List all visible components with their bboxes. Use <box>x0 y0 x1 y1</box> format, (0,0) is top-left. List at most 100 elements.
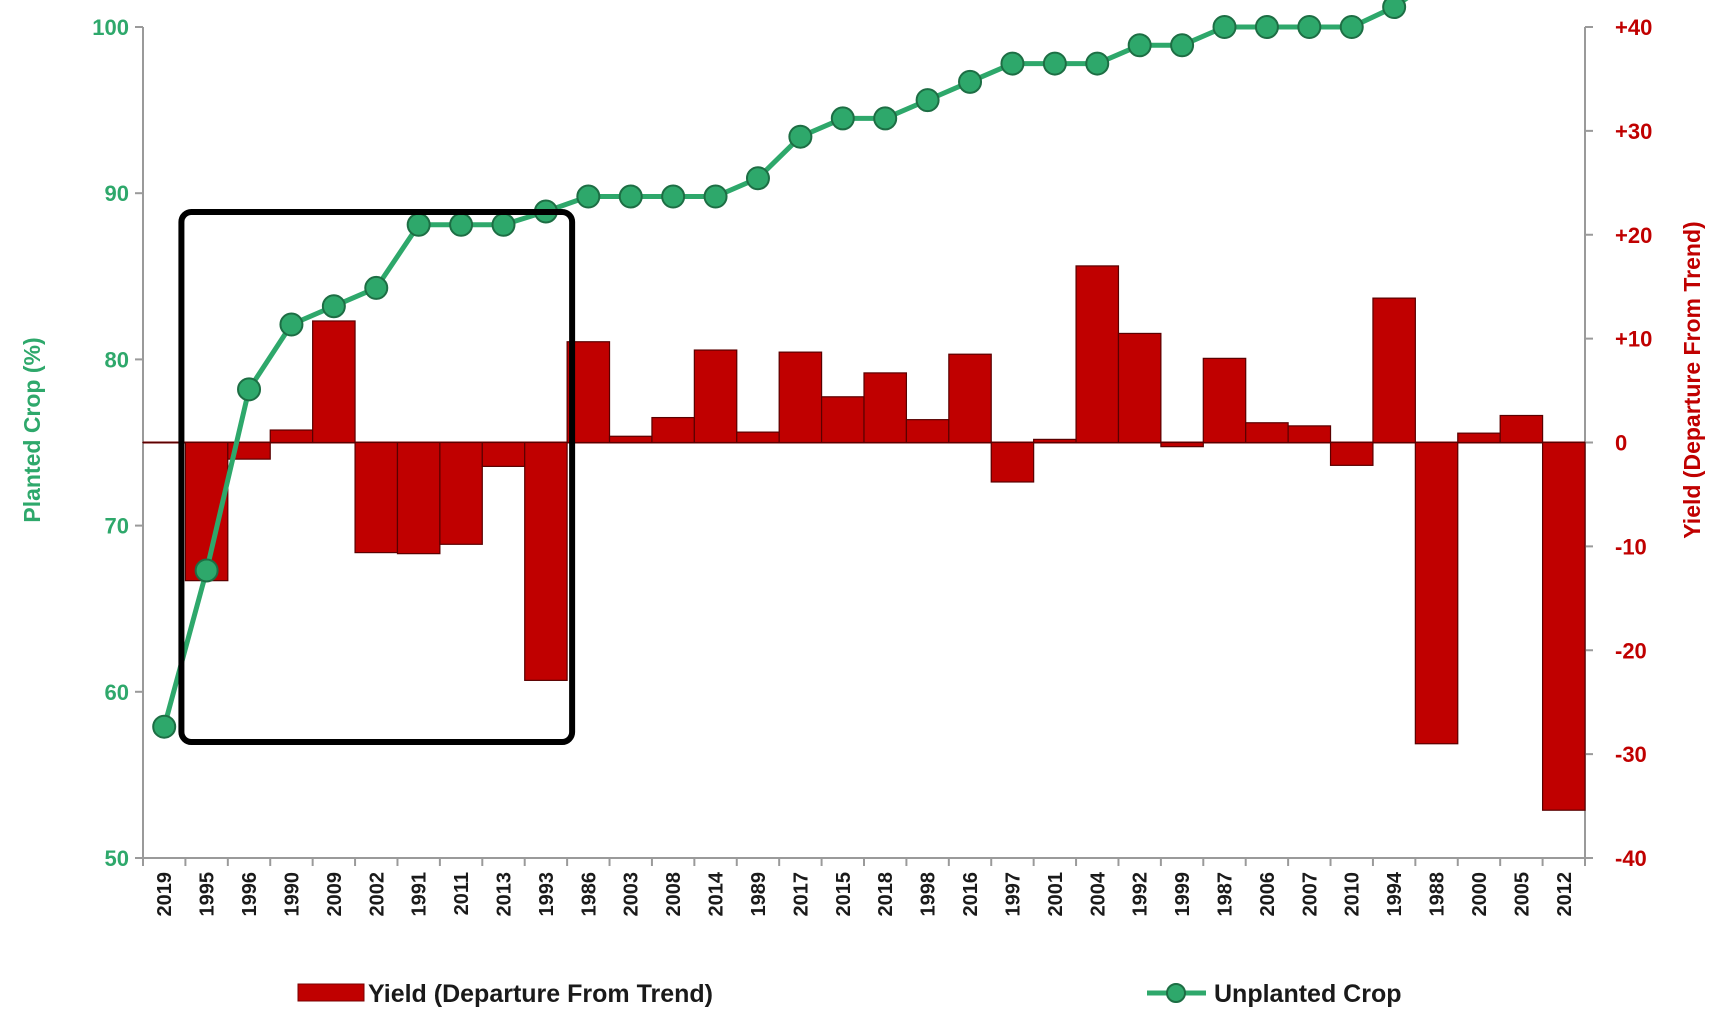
line-point <box>745 166 770 191</box>
x-tick-label: 2010 <box>1342 872 1364 917</box>
y-left-tick-label: 80 <box>105 347 129 372</box>
line-point <box>406 212 431 237</box>
bar <box>481 441 526 467</box>
line-point <box>1297 15 1322 39</box>
x-tick-label: 1994 <box>1384 871 1406 916</box>
y-right-tick-label: +40 <box>1615 15 1652 40</box>
bar <box>1033 438 1077 444</box>
line-point <box>915 88 940 113</box>
line-point <box>364 275 389 300</box>
y-left-tick-label: 60 <box>105 680 129 705</box>
x-tick-label: 1988 <box>1427 872 1449 917</box>
x-tick-label: 2000 <box>1469 872 1491 917</box>
x-tick-label: 1987 <box>1215 872 1237 917</box>
x-tick-label: 2014 <box>706 871 728 916</box>
x-tick-label: 2006 <box>1257 872 1279 917</box>
line-point <box>1339 15 1364 39</box>
legend-bar-label: Yield (Departure From Trend) <box>368 980 713 1008</box>
legend: Yield (Departure From Trend) Unplanted C… <box>297 980 1402 1008</box>
y-right-tick-label: +20 <box>1615 223 1652 248</box>
y-left-axis-title: Planted Crop (%) <box>19 337 45 522</box>
bar <box>1160 441 1204 448</box>
bar <box>227 441 271 460</box>
highlight-box <box>178 209 576 745</box>
line-point <box>449 212 474 237</box>
bar <box>1329 441 1374 466</box>
x-tick-label: 2012 <box>1554 872 1576 917</box>
plot-area: 50 60 70 80 90 100 +40 +30 +20 +10 0 -10 -20 -30 -40 20… <box>92 0 1652 917</box>
x-tick-label: 1992 <box>1130 872 1152 917</box>
bar <box>1075 265 1120 444</box>
bar <box>1414 441 1459 745</box>
bar <box>778 351 823 444</box>
x-tick-label: 1986 <box>578 872 600 917</box>
x-tick-label: 2004 <box>1087 871 1109 916</box>
y-right-tick-label: -40 <box>1615 846 1647 871</box>
x-tick-label: 1999 <box>1172 872 1194 917</box>
x-tick-label: 1991 <box>409 872 431 917</box>
x-tick-label: 2015 <box>833 872 855 917</box>
line-point <box>873 106 898 131</box>
bar <box>396 441 441 555</box>
line-point <box>279 312 304 337</box>
bar <box>1372 297 1416 444</box>
bar <box>693 349 738 444</box>
legend-line-label: Unplanted Crop <box>1214 980 1402 1008</box>
line-point <box>237 377 262 402</box>
line-point <box>1212 15 1237 39</box>
bar <box>948 353 992 444</box>
x-tick-label: 1995 <box>197 872 219 917</box>
x-tick-label: 2001 <box>1045 872 1067 917</box>
x-tick-label: 2013 <box>494 872 516 917</box>
bar <box>905 419 950 444</box>
y-left-tick-label: 70 <box>105 514 129 539</box>
bar <box>863 372 908 444</box>
x-tick-label: 1989 <box>748 872 770 917</box>
line-point <box>1042 51 1067 76</box>
y-right-tick-label: -30 <box>1615 742 1647 767</box>
bar <box>736 431 780 444</box>
bar <box>820 396 865 444</box>
x-tick-label: 2016 <box>960 872 982 917</box>
legend-line-marker <box>1166 983 1186 1003</box>
x-tick-label: 1990 <box>281 872 303 917</box>
line-point <box>618 184 643 209</box>
bar <box>1202 357 1247 444</box>
x-tick-label: 2005 <box>1511 872 1533 917</box>
x-tick-label: 1993 <box>536 872 558 917</box>
bar <box>1287 425 1332 444</box>
y-right-tick-label: 0 <box>1615 431 1627 456</box>
x-tick-label: 2008 <box>663 872 685 917</box>
y-left-tick-label: 50 <box>105 846 129 871</box>
bar <box>1245 422 1289 444</box>
line-point <box>1085 51 1110 76</box>
x-tick-label: 2011 <box>451 872 473 915</box>
line-point <box>1000 51 1025 76</box>
line-point <box>491 212 516 237</box>
line-point <box>830 106 855 131</box>
x-tick-label: 2003 <box>621 872 643 917</box>
bar <box>439 441 483 545</box>
y-right-tick-label: -10 <box>1615 534 1647 559</box>
line-point <box>576 184 601 209</box>
x-tick-label: 1996 <box>239 872 261 917</box>
y-left-tick-label: 90 <box>105 181 129 206</box>
x-tick-label: 2017 <box>790 872 812 917</box>
x-tick-label: 2019 <box>154 872 176 917</box>
bar <box>1457 432 1501 444</box>
y-left-tick-label: 100 <box>92 15 129 40</box>
y-right-axis-title: Yield (Departure From Trend) <box>1679 221 1705 538</box>
bar <box>1117 332 1162 444</box>
legend-bar-swatch <box>297 983 365 1002</box>
line-point <box>958 69 983 94</box>
line-point <box>788 124 813 149</box>
line-point <box>1170 33 1195 58</box>
line-point <box>152 714 177 739</box>
bar <box>269 429 314 444</box>
bar <box>990 441 1035 483</box>
bar <box>651 416 695 444</box>
bar <box>354 441 399 554</box>
line-point <box>1382 0 1407 20</box>
y-right-tick-label: +10 <box>1615 327 1652 352</box>
